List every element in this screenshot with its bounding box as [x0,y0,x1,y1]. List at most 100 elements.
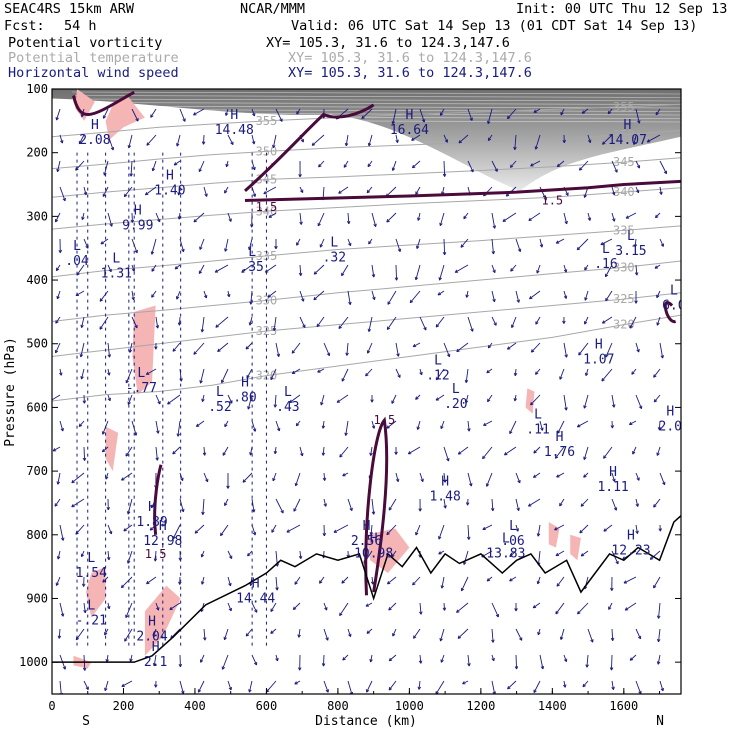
wind-vector [611,212,615,222]
extremum-type: H [363,519,371,534]
wind-vector-head [311,142,316,146]
extremum-value: .12 [426,368,449,383]
wind-vector-head [656,661,661,665]
wind-vector [583,446,589,460]
wind-vector [83,602,86,613]
wind-vector-head [367,328,372,332]
strat-hatch-line [71,105,681,109]
wind-vector-head [420,478,424,483]
wind-vector-head [442,607,447,611]
wind-vector-head [469,117,473,121]
wind-vector [203,186,208,197]
wind-vector-head [172,535,176,540]
wind-vector-head [396,353,400,357]
wind-vector-head [415,532,419,536]
wind-vector [587,212,591,221]
wind-vector-head [388,687,393,691]
wind-vector-head [507,685,511,690]
wind-vector-head [555,240,560,244]
wind-vector-head [270,608,274,612]
wind-vector-head [416,426,420,430]
wind-vector-head [371,425,376,429]
wind-vector [198,160,205,172]
wind-vector-head [442,173,447,177]
extremum-marker: H2.1 [144,640,167,670]
wind-vector-head [194,530,199,534]
wind-vector-head [286,529,290,533]
wind-vector [529,290,541,300]
init-time: Init: 00 UTC Thu 12 Sep 13 [516,1,728,17]
negative-pv-region [85,566,106,618]
wind-vector [273,316,277,331]
wind-vector-head [530,163,534,167]
wind-vector [576,238,589,251]
wind-vector [515,290,520,303]
wind-vector-head [392,633,396,637]
wind-vector [443,472,446,483]
wind-vector-head [395,478,400,482]
wind-vector [78,134,85,145]
y-tick-label: 500 [26,337,48,351]
wind-vector-head [123,193,128,198]
wind-vector-head [490,507,495,512]
wind-vector-head [632,141,637,145]
wind-vector [635,186,639,193]
wind-vector-head [543,197,547,201]
extremum-value: 10.98 [354,547,393,562]
wind-vector [438,524,445,540]
wind-vector [169,602,181,611]
pv-contour-label: 1.5 [145,547,167,561]
wind-vector-head [438,277,442,281]
wind-vector-head [485,483,490,487]
extremum-value: .80 [233,391,256,406]
wind-vector [563,654,567,662]
wind-vector-head [397,248,402,252]
wind-vector [556,472,565,478]
wind-vector [99,316,109,330]
wind-vector [57,160,61,172]
wind-vector [392,628,397,637]
wind-vector-head [342,473,346,477]
extremum-type: L [112,252,120,267]
wind-vector [486,576,493,582]
wind-vector [415,186,421,195]
wind-vector-head [270,376,274,381]
wind-vector-head [339,612,343,617]
wind-vector [387,576,397,585]
wind-vector-head [242,479,246,483]
wind-vector-head [343,164,347,168]
wind-vector-head [155,325,160,329]
wind-vector [635,680,642,694]
wind-vector-head [301,298,305,302]
wind-vector-head [365,603,369,607]
wind-vector [559,368,565,380]
wind-vector-head [509,164,514,168]
wind-vector [125,368,133,384]
extremum-marker: H2.04 [136,615,167,645]
wind-vector [222,654,229,670]
wind-vector-head [333,529,337,533]
wind-vector-head [635,530,639,534]
wind-vector [221,368,229,383]
y-tick-label: 700 [26,464,48,478]
extremum-value: .35 [240,260,263,275]
wind-vector [83,680,89,690]
wind-vector-head [660,243,664,247]
wind-vector [145,186,157,196]
wind-vector [653,368,661,378]
wind-vector-head [104,631,108,636]
wind-vector-head [220,532,224,537]
wind-vector-head [224,112,229,116]
extremum-value: 13.83 [486,547,525,562]
wind-vector-head [443,505,447,509]
wind-vector-head [131,268,136,272]
wind-vector [456,602,469,613]
wind-vector [55,576,61,586]
wind-vector-head [601,378,605,382]
wind-vector-head [513,146,517,150]
wind-vector-head [415,396,419,400]
y-axis-title: Pressure (hPa) [3,337,18,447]
wind-vector [131,290,135,300]
extremum-marker: L.32 [323,236,346,266]
wind-vector-head [367,142,372,147]
